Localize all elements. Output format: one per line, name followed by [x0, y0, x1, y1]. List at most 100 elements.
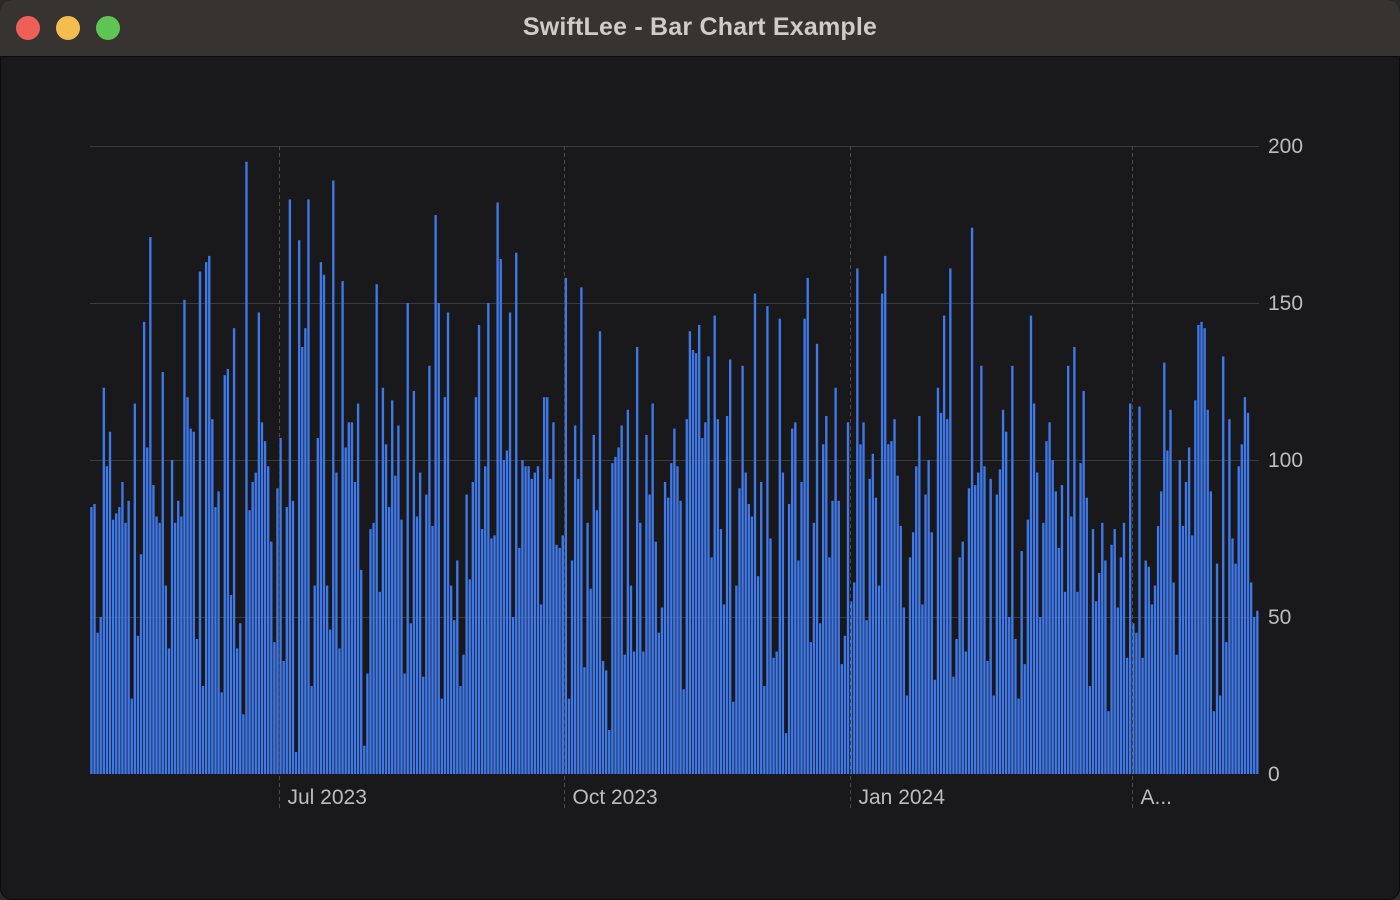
- bar: [1144, 560, 1147, 774]
- bar: [843, 635, 847, 774]
- bar: [654, 541, 657, 774]
- bar: [601, 660, 605, 774]
- bar: [257, 312, 261, 774]
- bar: [425, 494, 428, 774]
- bar: [1194, 400, 1197, 774]
- bar: [741, 365, 744, 774]
- bar: [263, 441, 267, 774]
- bar: [372, 522, 375, 774]
- bar: [729, 359, 732, 774]
- bar: [316, 438, 319, 774]
- bar: [527, 466, 530, 774]
- bar: [750, 516, 754, 774]
- bar: [893, 419, 896, 774]
- bar: [1032, 403, 1036, 774]
- bar: [1091, 529, 1095, 774]
- bar: [719, 529, 723, 774]
- bar: [1203, 328, 1206, 774]
- bar: [970, 227, 974, 774]
- bar-chart: 0 50 100 150 200 Jul 2023 Oct 2023 Jan 2024 A..…: [90, 135, 1303, 810]
- bar: [986, 660, 989, 774]
- bar: [409, 623, 412, 774]
- bar: [1172, 582, 1175, 774]
- bar: [887, 444, 890, 774]
- bar: [1060, 485, 1064, 774]
- bar: [288, 199, 292, 774]
- bar: [99, 617, 102, 774]
- bar: [955, 638, 958, 774]
- bar: [276, 488, 279, 774]
- bar: [350, 422, 354, 774]
- bar: [608, 730, 611, 774]
- bar: [133, 403, 137, 774]
- bar: [825, 416, 828, 774]
- bar: [803, 318, 806, 774]
- bar: [167, 648, 171, 774]
- x-tick-label: Oct 2023: [573, 786, 658, 809]
- y-tick-label: 50: [1268, 606, 1291, 629]
- bar: [856, 268, 859, 774]
- bar: [381, 387, 385, 774]
- bar: [363, 745, 366, 774]
- bar: [366, 673, 369, 774]
- y-axis: 0 50 100 150 200: [1268, 135, 1303, 786]
- bar: [902, 607, 906, 774]
- bar: [1004, 431, 1008, 774]
- bar: [161, 372, 164, 774]
- bar: [335, 472, 338, 774]
- bar: [778, 318, 781, 774]
- bar: [927, 460, 930, 774]
- bar: [542, 397, 546, 774]
- bar: [530, 478, 533, 774]
- close-window-button[interactable]: [16, 16, 40, 40]
- bar: [96, 632, 99, 774]
- zoom-window-button[interactable]: [96, 16, 120, 40]
- bar: [815, 343, 819, 774]
- bar: [121, 481, 124, 774]
- bar: [173, 522, 177, 774]
- bar: [871, 453, 874, 774]
- bar: [341, 281, 344, 774]
- bar: [688, 331, 692, 774]
- bar: [1160, 491, 1163, 774]
- bar: [325, 585, 329, 774]
- bar: [766, 306, 769, 774]
- bar: [660, 607, 664, 774]
- bar: [260, 422, 264, 774]
- bar: [1026, 519, 1030, 774]
- bar: [304, 328, 307, 774]
- minimize-window-button[interactable]: [56, 16, 80, 40]
- bar: [1184, 481, 1188, 774]
- bar: [477, 324, 481, 774]
- bar: [995, 494, 999, 774]
- bar: [1129, 403, 1132, 774]
- bar: [301, 346, 304, 774]
- bar: [961, 541, 964, 774]
- bar: [1113, 529, 1116, 774]
- bar: [1212, 711, 1216, 774]
- bar: [387, 507, 391, 774]
- bar: [1011, 365, 1014, 774]
- bar: [915, 466, 918, 774]
- bar: [589, 588, 592, 774]
- bar: [698, 324, 701, 774]
- bar: [1001, 409, 1005, 774]
- bar: [732, 701, 735, 774]
- bar: [685, 419, 688, 774]
- bar: [772, 657, 775, 774]
- bar: [949, 268, 952, 774]
- bar: [1222, 356, 1225, 774]
- bar: [586, 522, 589, 774]
- bar: [434, 215, 437, 774]
- bar: [235, 648, 239, 774]
- bar: [800, 481, 803, 774]
- bar: [1073, 346, 1076, 774]
- bar: [1017, 698, 1020, 774]
- bar: [1054, 491, 1057, 774]
- bar: [90, 507, 93, 774]
- bar: [468, 579, 471, 774]
- bar: [505, 450, 509, 774]
- bar: [1098, 573, 1101, 774]
- bar: [676, 466, 679, 774]
- bar: [422, 676, 425, 774]
